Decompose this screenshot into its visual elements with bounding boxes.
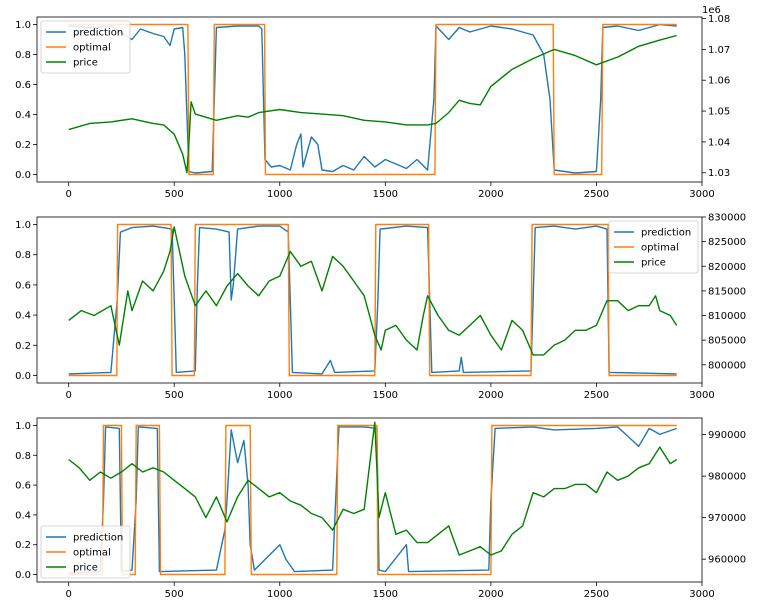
x-tick-label: 0 (65, 390, 71, 401)
y2-tick-label: 970000 (708, 513, 746, 524)
y-tick-label: 0.2 (15, 540, 31, 551)
y-tick-label: 0.4 (15, 110, 31, 121)
axes-frame (36, 417, 703, 583)
series-line-optimal (68, 223, 677, 377)
series-group (68, 223, 678, 377)
x-tick-label: 2500 (584, 189, 609, 200)
y2-offset-label: 1e6 (702, 5, 721, 16)
y2-tick-label: 960000 (708, 555, 746, 566)
subplot-2: 0 500 1000 1500 2000 2500 3000 0.0 0.2 0.4 0.6 0.8 1… (15, 213, 746, 402)
legend-label-price: price (641, 258, 666, 269)
x-tick-label: 0 (65, 189, 71, 200)
x-tick-label: 500 (165, 189, 184, 200)
y-tick-label: 0.8 (15, 451, 31, 462)
series-line-prediction (68, 23, 677, 174)
legend-box (40, 525, 131, 579)
legend-label-prediction: prediction (641, 228, 691, 239)
y2-tick-label: 1.06 (708, 76, 730, 87)
y-tick-label: 0.2 (15, 341, 31, 352)
legend-label-optimal: optimal (73, 43, 111, 54)
x-tick-label: 2000 (478, 390, 503, 401)
legend-box (40, 20, 131, 74)
y2-tick-label: 815000 (708, 286, 746, 297)
legend: prediction optimal price (608, 220, 699, 274)
x-tick-label: 2500 (584, 589, 609, 600)
x-tick-label: 2500 (584, 390, 609, 401)
legend: prediction optimal price (40, 20, 131, 74)
x-tick-label: 2000 (478, 589, 503, 600)
y2-tick-label: 1.05 (708, 107, 730, 118)
x-tick-label: 0 (65, 589, 71, 600)
x-tick-label: 1500 (373, 390, 398, 401)
y2-tick-label: 830000 (708, 213, 746, 224)
axes-frame (36, 16, 703, 183)
y2-tick-label: 980000 (708, 472, 746, 483)
y-tick-label: 1.0 (15, 421, 31, 432)
subplot-1: 0 500 1000 1500 2000 2500 3000 0.0 0.2 0.4 0.6 0.8 1… (15, 5, 730, 200)
y2-tick-label: 800000 (708, 360, 746, 371)
y2-tick-label: 820000 (708, 262, 746, 273)
x-tick-label: 1000 (267, 390, 292, 401)
y-tick-label: 0.0 (15, 570, 31, 581)
y-tick-label: 0.4 (15, 311, 31, 322)
axes-frame (36, 216, 703, 384)
x-tick-label: 500 (165, 589, 184, 600)
x-tick-label: 3000 (689, 189, 714, 200)
legend-label-prediction: prediction (73, 533, 123, 544)
y-tick-label: 0.0 (15, 371, 31, 382)
series-line-price (68, 226, 678, 356)
y-tick-label: 0.6 (15, 481, 31, 492)
series-group (68, 23, 677, 176)
x-tick-label: 3000 (689, 589, 714, 600)
series-group (68, 421, 678, 576)
x-tick-label: 1500 (373, 189, 398, 200)
y-tick-label: 0.8 (15, 50, 31, 61)
y2-tick-label: 1.03 (708, 168, 730, 179)
y2-tick-label: 805000 (708, 336, 746, 347)
legend-label-prediction: prediction (73, 28, 123, 39)
legend-label-price: price (73, 563, 98, 574)
legend-label-optimal: optimal (73, 548, 111, 559)
y2-tick-label: 825000 (708, 237, 746, 248)
x-tick-label: 2000 (478, 189, 503, 200)
legend: prediction optimal price (40, 525, 131, 579)
y2-tick-label: 810000 (708, 311, 746, 322)
legend-label-optimal: optimal (641, 243, 679, 254)
y-tick-label: 1.0 (15, 20, 31, 31)
y-tick-label: 0.8 (15, 250, 31, 261)
y2-tick-label: 1.04 (708, 137, 730, 148)
y-tick-label: 1.0 (15, 220, 31, 231)
series-line-price (68, 421, 678, 556)
x-tick-label: 1500 (373, 589, 398, 600)
y-tick-label: 0.0 (15, 170, 31, 181)
legend-box (608, 220, 699, 274)
x-tick-label: 500 (165, 390, 184, 401)
y-tick-label: 0.2 (15, 140, 31, 151)
series-line-optimal (68, 23, 677, 176)
y-tick-label: 0.6 (15, 80, 31, 91)
x-tick-label: 1000 (267, 189, 292, 200)
y2-tick-label: 1.08 (708, 14, 730, 25)
x-tick-label: 3000 (689, 390, 714, 401)
y2-tick-label: 1.07 (708, 45, 730, 56)
y-tick-label: 0.6 (15, 280, 31, 291)
series-line-price (68, 34, 677, 174)
x-tick-label: 1000 (267, 589, 292, 600)
y-tick-label: 0.4 (15, 510, 31, 521)
series-line-prediction (68, 225, 677, 375)
subplot-3: 0 500 1000 1500 2000 2500 3000 0.0 0.2 0.4 0.6 0.8 1… (15, 417, 746, 600)
series-line-optimal (68, 424, 677, 576)
y2-tick-label: 990000 (708, 430, 746, 441)
legend-label-price: price (73, 58, 98, 69)
